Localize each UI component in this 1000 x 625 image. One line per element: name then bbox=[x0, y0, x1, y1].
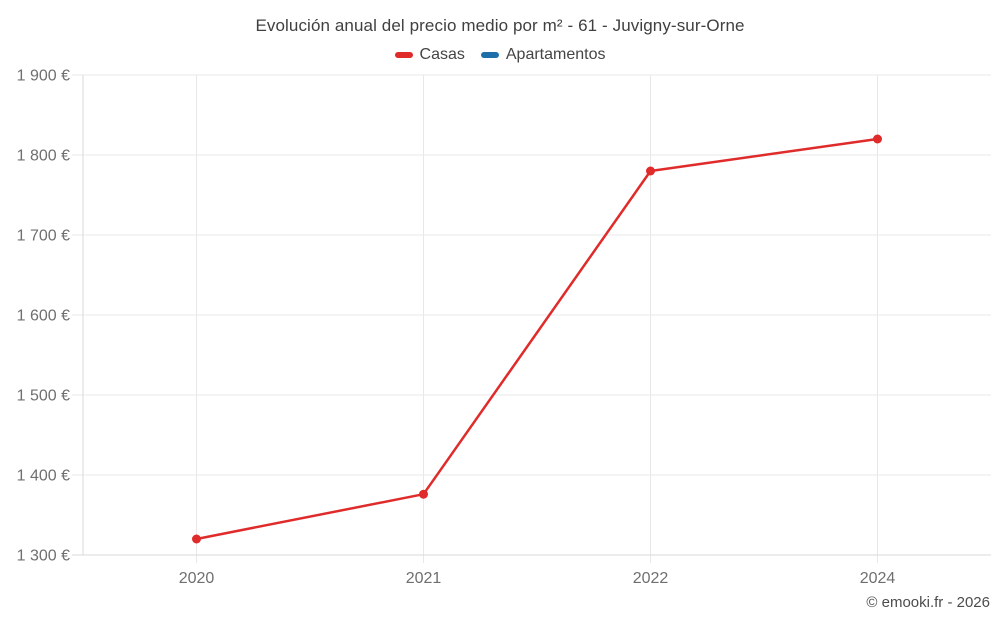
y-axis-tick-label: 1 900 € bbox=[17, 68, 70, 85]
data-point[interactable] bbox=[419, 489, 428, 499]
series-line-casas bbox=[195, 137, 879, 541]
legend-label-apartamentos: Apartamentos bbox=[505, 46, 606, 63]
chart-title: Evolución anual del precio medio por m² … bbox=[255, 16, 745, 35]
x-axis-tick-label: 2024 bbox=[860, 570, 896, 587]
y-axis-tick-label: 1 400 € bbox=[17, 468, 70, 485]
x-axis-tick-label: 2022 bbox=[633, 570, 669, 587]
y-axis-tick-label: 1 800 € bbox=[17, 148, 70, 165]
legend-item-apartamentos[interactable]: Apartamentos bbox=[480, 46, 606, 64]
data-point[interactable] bbox=[192, 534, 201, 544]
casas-series-swatch-icon bbox=[394, 52, 413, 58]
apartamentos-series-swatch-icon bbox=[480, 52, 499, 58]
data-point[interactable] bbox=[873, 134, 882, 144]
legend-item-casas[interactable]: Casas bbox=[394, 46, 465, 64]
y-axis-tick-label: 1 500 € bbox=[17, 388, 70, 405]
legend-label-casas: Casas bbox=[419, 46, 465, 63]
attribution-text: © emooki.fr - 2026 bbox=[866, 594, 990, 611]
y-axis-tick-label: 1 300 € bbox=[17, 548, 70, 565]
y-axis-tick-label: 1 700 € bbox=[17, 228, 70, 245]
data-point[interactable] bbox=[646, 166, 655, 176]
x-axis-tick-label: 2021 bbox=[406, 570, 442, 587]
chart-legend: Casas Apartamentos bbox=[0, 46, 1000, 64]
y-axis-tick-label: 1 600 € bbox=[17, 308, 70, 325]
x-axis-tick-label: 2020 bbox=[179, 570, 215, 587]
